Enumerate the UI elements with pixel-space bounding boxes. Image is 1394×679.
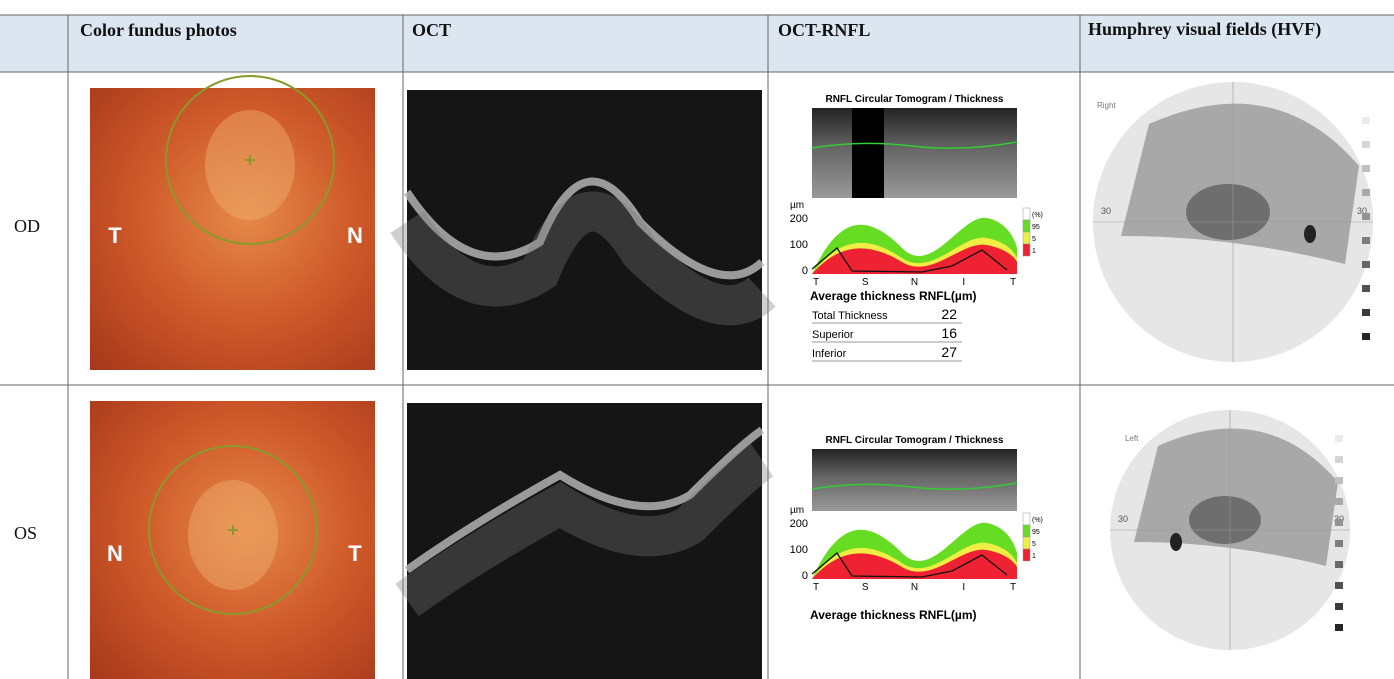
- percentile-label: 95: [1032, 529, 1040, 536]
- hvf-legend-key: [1335, 477, 1343, 484]
- rnfl-xlabel: T: [1010, 277, 1016, 288]
- percentile-box: [1023, 537, 1030, 549]
- hvf-legend-key: [1362, 237, 1370, 244]
- fundus-label: N: [107, 541, 123, 566]
- rnfl-ytick: 100: [790, 239, 808, 251]
- measure-value: 16: [941, 325, 957, 341]
- rnfl-title: RNFL Circular Tomogram / Thickness: [825, 435, 1003, 446]
- hvf-legend-key: [1362, 285, 1370, 292]
- hvf-legend-key: [1335, 498, 1343, 505]
- tomogram-gap: [852, 108, 884, 198]
- hvf-legend-key: [1335, 540, 1343, 547]
- percentile-box: [1023, 244, 1030, 256]
- hvf-legend-key: [1362, 189, 1370, 196]
- rnfl-xlabel: T: [813, 277, 819, 288]
- avg-title: Average thickness RNFL(µm): [810, 608, 977, 622]
- percentile-box: [1023, 208, 1030, 220]
- header: OCT-RNFL: [778, 20, 870, 40]
- rnfl-xlabel: S: [862, 582, 869, 593]
- hvf-dense: [1186, 184, 1270, 240]
- hvf-legend-key: [1335, 624, 1343, 631]
- hvf-dense: [1189, 496, 1261, 544]
- hvf-legend-key: [1335, 582, 1343, 589]
- rnfl-ytick: 100: [790, 544, 808, 556]
- eye-label: OD: [14, 216, 40, 236]
- hvf-legend-key: [1362, 165, 1370, 172]
- percentile-label: (%): [1032, 212, 1043, 219]
- percentile-label: 5: [1032, 236, 1036, 243]
- hvf-legend-key: [1335, 561, 1343, 568]
- rnfl-xlabel: T: [1010, 582, 1016, 593]
- rnfl-title: RNFL Circular Tomogram / Thickness: [825, 94, 1003, 105]
- tomogram: [812, 449, 1017, 511]
- rnfl-xlabel: S: [862, 277, 869, 288]
- header: Humphrey visual fields (HVF): [1088, 20, 1338, 39]
- rnfl-ytick: 0: [802, 570, 808, 582]
- avg-title: Average thickness RNFL(µm): [810, 289, 977, 303]
- fundus-label: T: [348, 541, 362, 566]
- hvf-legend-key: [1335, 435, 1343, 442]
- hvf-legend-key: [1335, 456, 1343, 463]
- rnfl-ytick: 0: [802, 265, 808, 277]
- percentile-label: (%): [1032, 517, 1043, 524]
- blind-spot: [1304, 225, 1316, 243]
- rnfl-unit: µm: [790, 505, 804, 516]
- hvf-legend-key: [1335, 603, 1343, 610]
- percentile-box: [1023, 525, 1030, 537]
- hvf-legend-key: [1362, 117, 1370, 124]
- rnfl-xlabel: T: [813, 582, 819, 593]
- measure-label: Superior: [812, 329, 854, 341]
- eye-label: OS: [14, 523, 37, 543]
- header: OCT: [412, 20, 451, 40]
- hvf-legend-key: [1362, 333, 1370, 340]
- hvf-scale: 30: [1118, 514, 1128, 524]
- percentile-box: [1023, 220, 1030, 232]
- hvf-side: Left: [1125, 434, 1139, 443]
- measure-label: Inferior: [812, 348, 847, 360]
- blind-spot: [1170, 533, 1182, 551]
- header-wrap: Humphrey visual fields (HVF): [1088, 20, 1338, 70]
- rnfl-xlabel: N: [911, 277, 918, 288]
- hvf-side: Right: [1097, 101, 1116, 110]
- measure-value: 27: [941, 344, 957, 360]
- measure-value: 22: [941, 306, 957, 322]
- rnfl-ytick: 200: [790, 518, 808, 530]
- percentile-box: [1023, 232, 1030, 244]
- percentile-box: [1023, 513, 1030, 525]
- fundus-label: N: [347, 223, 363, 248]
- percentile-label: 5: [1032, 541, 1036, 548]
- hvf-legend-key: [1335, 519, 1343, 526]
- percentile-box: [1023, 549, 1030, 561]
- rnfl-unit: µm: [790, 200, 804, 211]
- rnfl-ytick: 200: [790, 213, 808, 225]
- rnfl-xlabel: I: [962, 277, 965, 288]
- measure-label: Total Thickness: [812, 310, 888, 322]
- percentile-label: 95: [1032, 224, 1040, 231]
- hvf-legend-key: [1362, 261, 1370, 268]
- hvf-legend-key: [1362, 309, 1370, 316]
- fundus-label: T: [108, 223, 122, 248]
- rnfl-xlabel: I: [962, 582, 965, 593]
- percentile-label: 1: [1032, 248, 1036, 255]
- percentile-label: 1: [1032, 553, 1036, 560]
- hvf-legend-key: [1362, 213, 1370, 220]
- header: Color fundus photos: [80, 20, 237, 40]
- tomogram: [812, 108, 1017, 198]
- rnfl-xlabel: N: [911, 582, 918, 593]
- hvf-scale: 30: [1101, 206, 1111, 216]
- hvf-legend-key: [1362, 141, 1370, 148]
- table-page: Color fundus photos OCT OCT-RNFL Humphre…: [0, 0, 1394, 679]
